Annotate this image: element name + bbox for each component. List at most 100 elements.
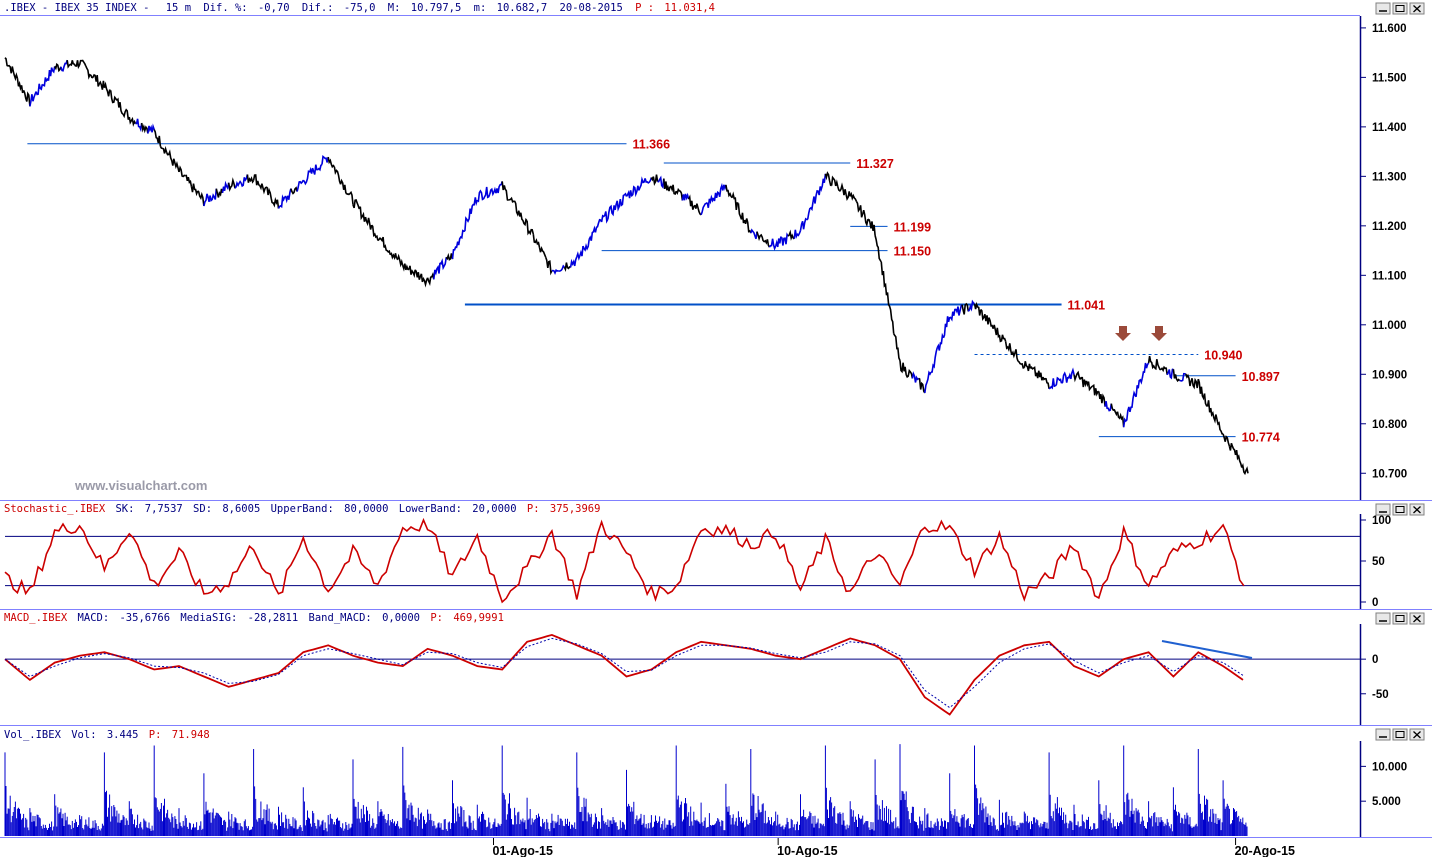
window-controls-volume[interactable] <box>1375 728 1425 741</box>
vol-label: Vol: <box>71 729 96 741</box>
price-segment-197 <box>1228 442 1237 456</box>
price-segment-161 <box>1004 341 1013 355</box>
maximize-button[interactable] <box>1392 728 1408 741</box>
price-segment-66 <box>414 269 423 280</box>
price-segment-35 <box>221 180 230 194</box>
vol-tick-label: 10.000 <box>1372 761 1407 773</box>
price-segment-15 <box>97 80 106 90</box>
level-label-10.774: 10.774 <box>1242 431 1280 445</box>
price-segment-125 <box>781 232 789 246</box>
macd-sig-label: MediaSIG: <box>180 612 237 624</box>
date-tick-label: 20-Ago-15 <box>1235 844 1295 857</box>
annotation-arrows <box>1115 326 1167 341</box>
price-segment-167 <box>1042 376 1050 389</box>
price-segment-22 <box>140 122 149 134</box>
price-segment-81 <box>508 196 515 203</box>
macd-series-MACD <box>4 633 1244 716</box>
date-tick-label: 10-Ago-15 <box>777 844 837 857</box>
price-segment-188 <box>1172 369 1181 383</box>
price-segment-169 <box>1054 376 1063 387</box>
maximize-button[interactable] <box>1392 503 1408 516</box>
price-segment-71 <box>445 252 454 261</box>
price-segment-118 <box>737 203 746 224</box>
price-series <box>4 57 1249 476</box>
price-segment-182 <box>1135 377 1144 397</box>
macd-plot: 0 -50 <box>4 633 1389 716</box>
price-segment-13 <box>85 65 93 80</box>
minimize-button[interactable] <box>1375 2 1391 15</box>
macd-series-MediaSIG <box>4 637 1244 709</box>
price-segment-173 <box>1079 376 1088 388</box>
stoch-tick-label: 100 <box>1372 515 1391 527</box>
price-segment-95 <box>594 218 603 233</box>
price-segment-166 <box>1035 370 1044 381</box>
price-segment-154 <box>961 302 970 315</box>
price-segment-31 <box>197 190 205 207</box>
price-segment-92 <box>576 246 584 261</box>
price-segment-153 <box>955 304 963 316</box>
header-p-label: P : <box>635 2 654 14</box>
stoch-sd-label: SD: <box>193 503 212 515</box>
minimize-button[interactable] <box>1375 728 1391 741</box>
level-label-11.199: 11.199 <box>894 220 932 234</box>
price-segment-57 <box>358 206 367 222</box>
price-segment-151 <box>942 316 951 339</box>
price-segment-14 <box>91 73 99 87</box>
vol-title: Vol_.IBEX <box>4 729 62 741</box>
maximize-button[interactable] <box>1392 2 1408 15</box>
price-tick-label: 11.400 <box>1372 122 1407 134</box>
stoch-lower: 20,0000 <box>472 503 516 515</box>
price-segment-12 <box>78 59 87 67</box>
price-segment-189 <box>1179 372 1186 382</box>
price-segment-119 <box>743 218 752 234</box>
price-segment-186 <box>1160 365 1168 375</box>
price-segment-49 <box>308 164 317 175</box>
price-segment-18 <box>116 97 124 115</box>
price-segment-64 <box>402 263 410 272</box>
maximize-icon <box>1395 731 1405 738</box>
price-segment-72 <box>451 241 460 260</box>
price-segment-2 <box>16 77 25 94</box>
window-controls-stochastic[interactable] <box>1375 503 1425 516</box>
price-segment-156 <box>973 301 982 316</box>
minimize-button[interactable] <box>1375 612 1391 625</box>
price-segment-43 <box>272 197 280 209</box>
window-controls-macd[interactable] <box>1375 612 1425 625</box>
price-segment-11 <box>73 60 81 70</box>
price-segment-88 <box>551 268 559 276</box>
price-segment-137 <box>855 201 864 218</box>
minimize-button[interactable] <box>1375 503 1391 516</box>
maximize-button[interactable] <box>1392 612 1408 625</box>
price-segment-23 <box>147 123 155 134</box>
price-segment-150 <box>936 332 945 351</box>
price-segment-98 <box>613 198 622 212</box>
price-segment-70 <box>439 257 448 271</box>
stochastic-plot: 100 50 0 <box>4 515 1391 609</box>
stoch-upper: 80,0000 <box>344 503 388 515</box>
price-segment-159 <box>992 324 1001 339</box>
price-segment-79 <box>495 181 503 194</box>
price-segment-65 <box>408 265 416 279</box>
price-segment-50 <box>315 163 323 172</box>
price-segment-84 <box>526 220 535 236</box>
header-min-label: m: <box>474 2 487 14</box>
price-segment-36 <box>227 177 236 193</box>
price-segment-195 <box>1216 418 1224 435</box>
macd-tick-label: 0 <box>1372 654 1378 666</box>
price-segment-158 <box>986 315 994 329</box>
price-segment-28 <box>178 165 186 178</box>
price-segment-176 <box>1098 391 1106 407</box>
macd-value: -35,6766 <box>119 612 170 624</box>
level-label-11.366: 11.366 <box>633 138 671 152</box>
price-segment-194 <box>1209 407 1218 424</box>
price-segment-80 <box>501 181 509 201</box>
price-segment-131 <box>818 173 827 196</box>
price-segment-123 <box>768 238 777 251</box>
macd-band: 0,0000 <box>382 612 420 624</box>
header-dif: -75,0 <box>344 2 376 14</box>
price-segment-101 <box>631 185 640 198</box>
price-segment-177 <box>1104 401 1113 412</box>
price-segment-140 <box>874 235 882 263</box>
price-segment-110 <box>687 194 696 210</box>
window-controls-main[interactable] <box>1375 2 1425 15</box>
